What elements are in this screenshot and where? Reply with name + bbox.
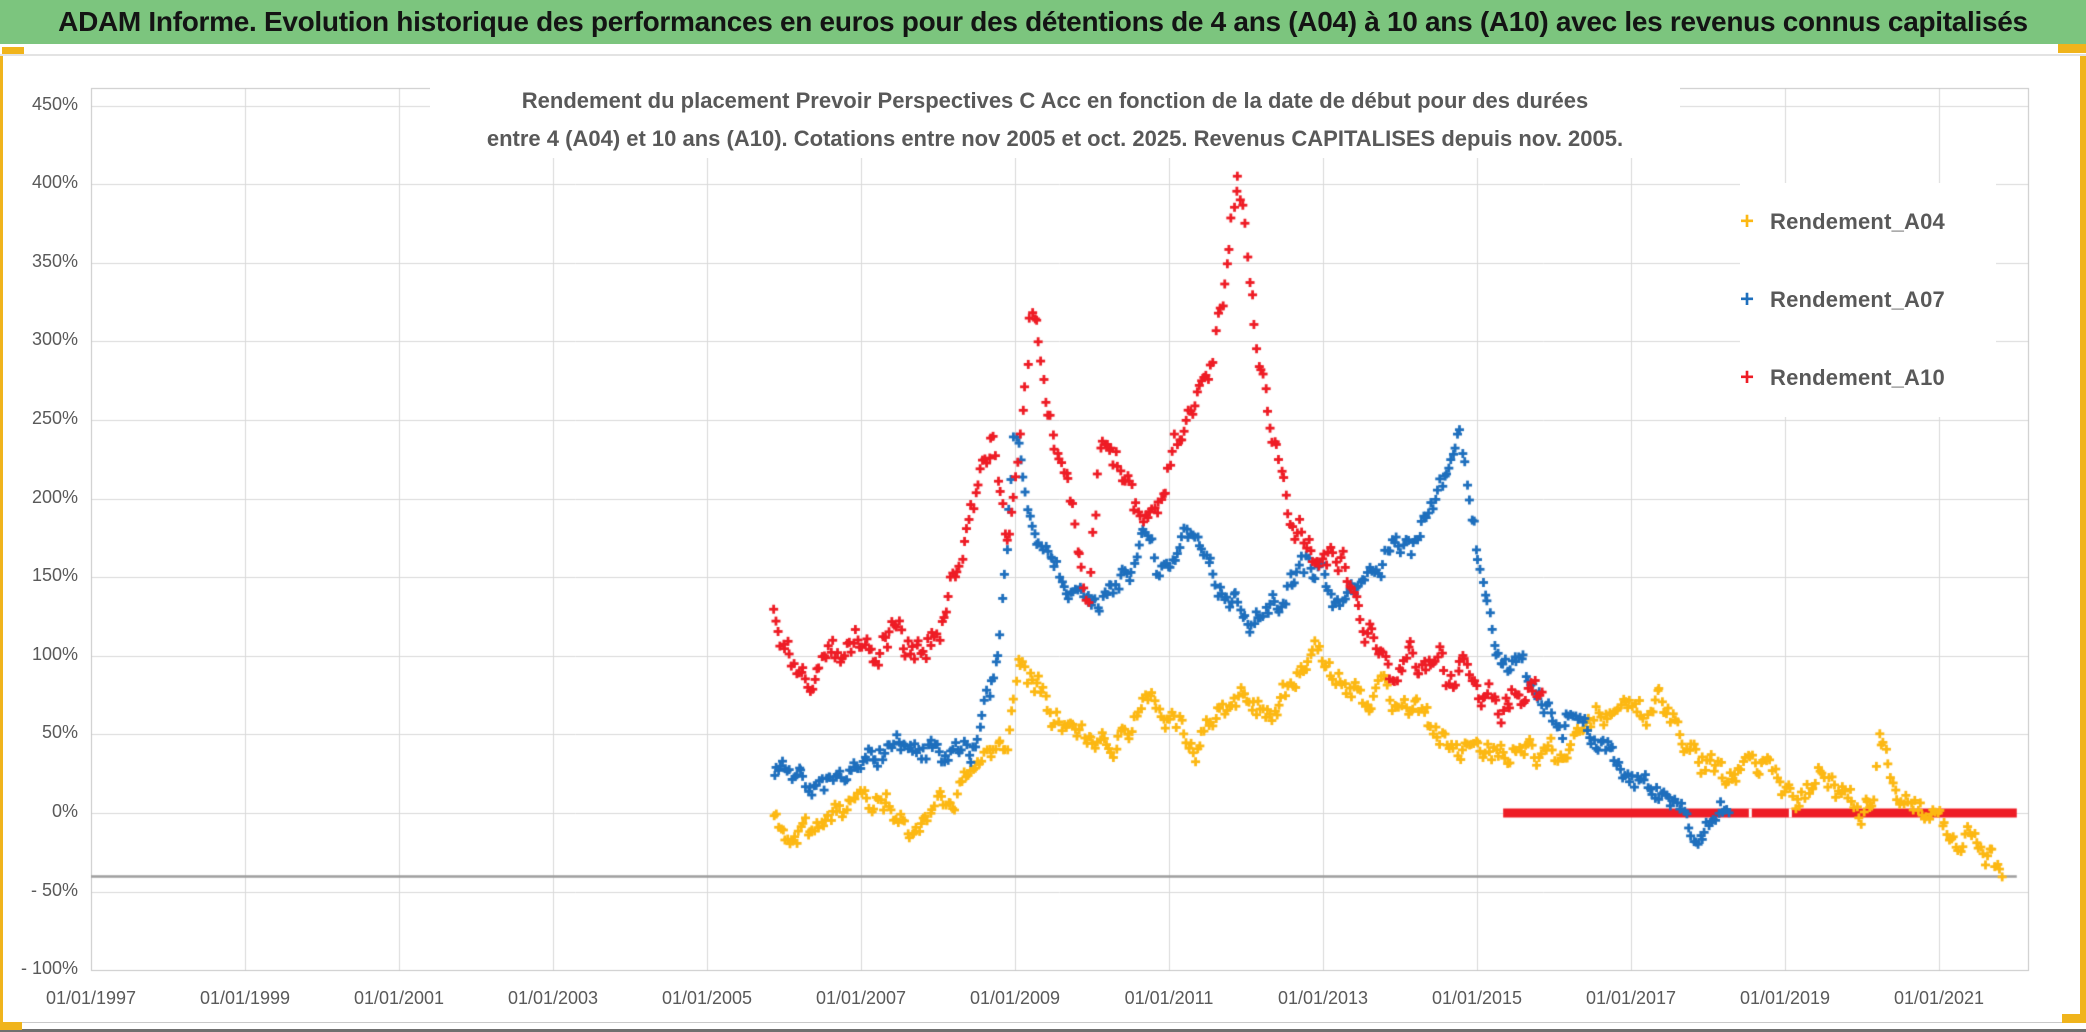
- legend-label: Rendement_A10: [1770, 365, 1945, 390]
- footer-bottom-line: [0, 1029, 2086, 1032]
- slide-header: ADAM Informe. Evolution historique des p…: [0, 0, 2086, 44]
- y-tick-label: 50%: [41, 722, 78, 743]
- chart-title-line2: entre 4 (A04) et 10 ans (A10). Cotations…: [486, 126, 1624, 151]
- y-tick-label: - 50%: [30, 879, 78, 900]
- legend-item-rendement_a10: + Rendement_A10: [1740, 339, 1996, 417]
- x-tick-label: 01/01/1997: [45, 988, 137, 1008]
- x-tick-label: 01/01/2019: [1739, 988, 1831, 1008]
- x-tick-label: 01/01/1999: [199, 988, 291, 1008]
- x-tick-label: 01/01/2017: [1585, 988, 1677, 1008]
- legend-label: Rendement_A04: [1770, 209, 1945, 234]
- x-tick-label: 01/01/2001: [353, 988, 445, 1008]
- y-tick-label: 300%: [31, 329, 78, 350]
- x-tick-label: 01/01/2005: [661, 988, 753, 1008]
- legend-item-rendement_a04: + Rendement_A04: [1740, 183, 1996, 261]
- y-tick-label: - 100%: [20, 958, 78, 979]
- x-tick-label: 01/01/2007: [815, 988, 907, 1008]
- y-tick-label: 400%: [31, 172, 78, 193]
- gold-border-left: [0, 54, 3, 1022]
- legend-label: Rendement_A07: [1770, 287, 1945, 312]
- footer-strip: [0, 1022, 2086, 1031]
- x-tick-label: 01/01/2015: [1431, 988, 1523, 1008]
- y-tick-label: 200%: [31, 486, 78, 507]
- y-tick-label: 150%: [31, 565, 78, 586]
- gold-accent-top-left: [2, 47, 24, 54]
- gold-accent-bottom-right: [2062, 1014, 2086, 1023]
- y-tick-label: 100%: [31, 643, 78, 664]
- x-tick-label: 01/01/2011: [1124, 988, 1214, 1008]
- x-tick-label: 01/01/2013: [1277, 988, 1369, 1008]
- gold-accent-bottom-left: [0, 1022, 22, 1030]
- y-tick-label: 450%: [31, 93, 78, 114]
- y-tick-label: 0%: [51, 801, 78, 821]
- slide-header-title: ADAM Informe. Evolution historique des p…: [58, 6, 2028, 37]
- x-tick-label: 01/01/2021: [1893, 988, 1985, 1008]
- y-tick-label: 350%: [31, 250, 78, 271]
- legend-plus-marker-icon: +: [1740, 364, 1755, 391]
- gold-border-right: [2080, 53, 2086, 1022]
- chart-title: Rendement du placement Prevoir Perspecti…: [430, 82, 1680, 158]
- header-divider-strip: [0, 44, 2086, 56]
- legend-plus-marker-icon: +: [1740, 286, 1755, 313]
- x-tick-label: 01/01/2009: [969, 988, 1061, 1008]
- chart-legend: + Rendement_A04 + Rendement_A07 + Rendement_A…: [1740, 183, 1996, 417]
- chart-title-line1: Rendement du placement Prevoir Perspecti…: [521, 88, 1589, 113]
- y-tick-label: 250%: [31, 408, 78, 428]
- legend-item-rendement_a07: + Rendement_A07: [1740, 261, 1996, 339]
- x-tick-label: 01/01/2003: [507, 988, 599, 1008]
- legend-plus-marker-icon: +: [1740, 208, 1755, 235]
- gold-accent-top-right: [2058, 44, 2086, 53]
